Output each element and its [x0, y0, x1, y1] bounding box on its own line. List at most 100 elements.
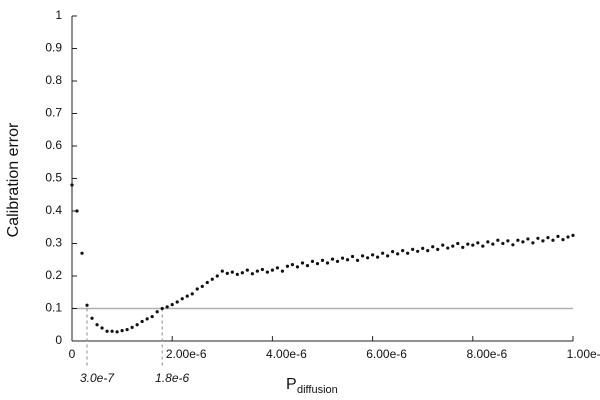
point — [371, 253, 375, 257]
point — [571, 233, 575, 237]
point — [300, 261, 305, 265]
point — [551, 238, 555, 242]
point — [355, 258, 360, 262]
point — [230, 270, 234, 274]
point — [135, 323, 139, 327]
point — [486, 240, 490, 244]
point — [165, 305, 169, 309]
point — [170, 303, 174, 307]
point — [235, 272, 239, 276]
point — [240, 271, 244, 275]
x-axis-label-subscript: diffusion — [297, 384, 338, 396]
point — [195, 287, 199, 291]
point — [150, 315, 154, 319]
point — [431, 245, 435, 249]
y-tick-label: 0.2 — [45, 268, 62, 282]
point — [325, 261, 330, 265]
point — [185, 294, 189, 298]
point — [250, 272, 254, 276]
point — [411, 247, 415, 251]
y-tick-label: 1 — [55, 8, 62, 22]
point — [315, 262, 320, 266]
y-tick-label: 0.8 — [45, 73, 62, 87]
point — [491, 242, 495, 246]
point — [496, 238, 500, 242]
point — [265, 270, 269, 274]
point — [426, 249, 430, 253]
y-tick-label: 0.6 — [45, 138, 62, 152]
point — [70, 183, 74, 187]
point — [275, 266, 280, 270]
annotation-label: 1.8e-6 — [155, 371, 189, 385]
point — [391, 250, 395, 254]
point — [85, 303, 89, 307]
point — [350, 254, 355, 259]
point — [476, 241, 480, 245]
point — [95, 323, 99, 327]
annotation-label: 3.0e-7 — [80, 371, 115, 385]
point — [290, 263, 295, 267]
point — [180, 297, 184, 301]
point — [270, 268, 274, 272]
point — [340, 256, 345, 260]
point — [220, 269, 224, 273]
y-tick-label: 0.3 — [45, 236, 62, 250]
point — [125, 328, 129, 332]
point — [145, 317, 149, 321]
point — [376, 255, 380, 259]
point — [175, 300, 179, 304]
x-axis-label: P — [286, 376, 297, 393]
x-tick-label: 2.00e-6 — [166, 347, 207, 361]
point — [386, 254, 390, 258]
point — [441, 243, 445, 247]
point — [516, 238, 520, 242]
point — [481, 244, 485, 248]
point — [541, 239, 545, 243]
point — [110, 329, 114, 333]
point — [396, 252, 400, 256]
point — [130, 325, 134, 329]
y-tick-label: 0.7 — [45, 106, 62, 120]
y-tick-label: 0.4 — [45, 203, 62, 217]
point — [190, 292, 194, 296]
y-tick-label: 0.1 — [45, 301, 62, 315]
point — [561, 238, 565, 242]
point — [421, 246, 425, 250]
point — [546, 236, 550, 240]
point — [280, 269, 285, 273]
y-axis-label: Calibration error — [5, 122, 22, 237]
point — [105, 329, 109, 333]
point — [456, 241, 460, 246]
point — [526, 237, 530, 241]
point — [260, 267, 264, 272]
point — [320, 258, 325, 262]
point — [446, 246, 450, 250]
point — [566, 235, 570, 239]
point — [295, 265, 300, 269]
point — [225, 271, 229, 275]
point — [536, 236, 540, 240]
point — [556, 234, 560, 238]
y-tick-label: 0.9 — [45, 41, 62, 55]
point — [451, 244, 455, 248]
x-tick-label: 1.00e-5 — [567, 347, 600, 361]
point — [115, 330, 119, 334]
x-tick-label: 8.00e-6 — [466, 347, 507, 361]
point — [120, 329, 124, 333]
point — [80, 251, 84, 255]
y-tick-label: 0.5 — [45, 171, 62, 185]
point — [345, 258, 350, 262]
point — [215, 274, 219, 278]
x-tick-label: 6.00e-6 — [366, 347, 407, 361]
x-tick-label: 0 — [69, 347, 76, 361]
y-tick-label: 0 — [55, 333, 62, 347]
point — [471, 243, 475, 247]
point — [285, 264, 290, 268]
point — [90, 316, 94, 320]
point — [200, 284, 204, 288]
point — [401, 249, 405, 253]
point — [521, 240, 525, 244]
point — [436, 247, 440, 251]
point — [466, 242, 470, 246]
